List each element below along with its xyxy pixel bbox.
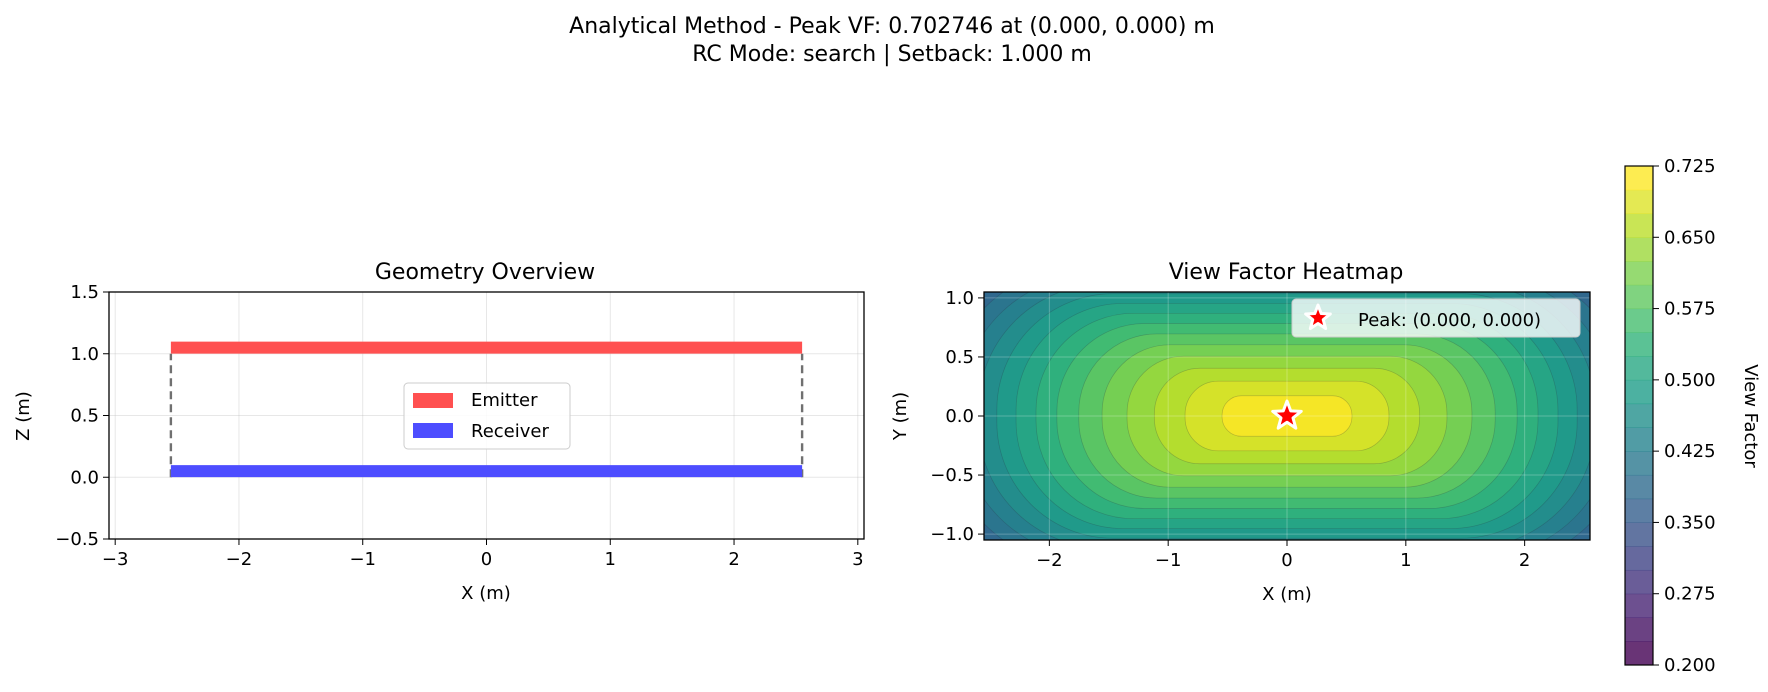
geometry-y-tick-label: −0.5 — [55, 529, 99, 550]
colorbar-band — [1625, 356, 1653, 381]
colorbar-band — [1625, 237, 1653, 262]
geometry-x-tick-label: −1 — [349, 549, 376, 570]
view-factor-heatmap-axes: View Factor Heatmap −2 −1 0 1 2 −1.0 −0.5 0.0 0.… — [890, 260, 1591, 605]
geometry-x-label: X (m) — [461, 583, 511, 604]
colorbar-band — [1625, 593, 1653, 618]
legend-receiver-swatch — [413, 423, 453, 438]
colorbar-band — [1625, 332, 1653, 357]
colorbar-band — [1625, 213, 1653, 238]
colorbar-tick-label: 0.650 — [1664, 227, 1716, 248]
geometry-x-tick-label: 3 — [852, 549, 863, 570]
legend-receiver-label: Receiver — [471, 421, 549, 442]
colorbar-band — [1625, 166, 1653, 191]
geometry-x-tick-label: 1 — [605, 549, 616, 570]
colorbar-band — [1625, 308, 1653, 333]
colorbar-band — [1625, 569, 1653, 595]
heatmap-y-tick-label: −1.0 — [930, 524, 974, 545]
colorbar-tick-label: 0.500 — [1664, 370, 1716, 391]
geometry-y-tick-label: 1.5 — [70, 282, 99, 303]
geometry-overview-axes: Geometry Overview −3 −2 −1 0 1 2 3 −0.5 0.0 0.5 1.… — [13, 260, 865, 604]
colorbar-band — [1625, 617, 1653, 642]
heatmap-x-tick-label: 2 — [1519, 550, 1530, 571]
heatmap-legend: Peak: (0.000, 0.000) — [1291, 298, 1581, 338]
colorbar-frame — [1624, 165, 1654, 666]
geometry-x-tick-label: 2 — [728, 549, 739, 570]
colorbar-tick-label: 0.725 — [1664, 156, 1716, 177]
heatmap-x-tick-label: −1 — [1155, 550, 1182, 571]
geometry-overview-title: Geometry Overview — [375, 260, 595, 285]
heatmap-y-label: Y (m) — [890, 392, 911, 441]
colorbar-band — [1625, 284, 1653, 310]
legend-emitter-swatch — [413, 393, 453, 408]
geometry-x-tick-label: −3 — [102, 549, 129, 570]
heatmap-title: View Factor Heatmap — [1169, 260, 1404, 285]
heatmap-y-tick-label: −0.5 — [930, 465, 974, 486]
colorbar-band — [1625, 379, 1653, 405]
figure-title-line2: RC Mode: search | Setback: 1.000 m — [692, 42, 1092, 67]
colorbar-bands — [1625, 166, 1653, 666]
colorbar-ticks: 0.200 0.275 0.350 0.425 0.500 0.575 0.650 0.725 — [1653, 156, 1716, 676]
geometry-x-tick-label: −2 — [226, 549, 253, 570]
colorbar-label: View Factor — [1740, 364, 1761, 468]
geometry-legend: Emitter Receiver — [403, 382, 571, 450]
geometry-ticks: −3 −2 −1 0 1 2 3 −0.5 0.0 0.5 1.0 1.5 — [55, 282, 863, 570]
peak-star-icon — [1271, 399, 1303, 430]
legend-peak-star-icon — [1304, 303, 1332, 331]
geometry-y-tick-label: 0.5 — [70, 406, 99, 427]
geometry-content — [169, 341, 804, 478]
heatmap-legend-box — [1291, 298, 1581, 338]
heatmap-x-label: X (m) — [1262, 584, 1312, 605]
colorbar-band — [1625, 498, 1653, 523]
colorbar-band — [1625, 546, 1653, 571]
colorbar: 0.200 0.275 0.350 0.425 0.500 0.575 0.650 0.725… — [1624, 156, 1761, 676]
heatmap-y-tick-label: 1.0 — [945, 288, 974, 309]
colorbar-tick-label: 0.200 — [1664, 655, 1716, 676]
legend-emitter-label: Emitter — [471, 390, 538, 411]
heatmap-x-tick-label: 1 — [1400, 550, 1411, 571]
colorbar-band — [1625, 474, 1653, 500]
colorbar-band — [1625, 189, 1653, 215]
heatmap-x-tick-label: 0 — [1281, 550, 1292, 571]
colorbar-band — [1625, 451, 1653, 476]
colorbar-band — [1625, 403, 1653, 428]
colorbar-tick-label: 0.425 — [1664, 441, 1716, 462]
geometry-x-tick-label: 0 — [481, 549, 492, 570]
colorbar-tick-label: 0.350 — [1664, 512, 1716, 533]
legend-star-shape — [1304, 303, 1332, 331]
figure-title-line1: Analytical Method - Peak VF: 0.702746 at… — [569, 14, 1215, 39]
heatmap-x-tick-label: −2 — [1036, 550, 1063, 571]
colorbar-tick-label: 0.575 — [1664, 299, 1716, 320]
heatmap-y-tick-label: 0.5 — [945, 347, 974, 368]
heatmap-peak-marker-group — [1271, 399, 1303, 430]
geometry-y-label: Z (m) — [13, 391, 34, 441]
colorbar-band — [1625, 261, 1653, 286]
colorbar-band — [1625, 641, 1653, 666]
colorbar-tick-label: 0.275 — [1664, 584, 1716, 605]
geometry-y-tick-label: 0.0 — [70, 467, 99, 488]
colorbar-band — [1625, 427, 1653, 452]
legend-peak-label: Peak: (0.000, 0.000) — [1358, 310, 1541, 331]
geometry-y-tick-label: 1.0 — [70, 344, 99, 365]
colorbar-band — [1625, 522, 1653, 547]
heatmap-y-tick-label: 0.0 — [945, 406, 974, 427]
heatmap-ticks: −2 −1 0 1 2 −1.0 −0.5 0.0 0.5 1.0 — [930, 288, 1530, 571]
